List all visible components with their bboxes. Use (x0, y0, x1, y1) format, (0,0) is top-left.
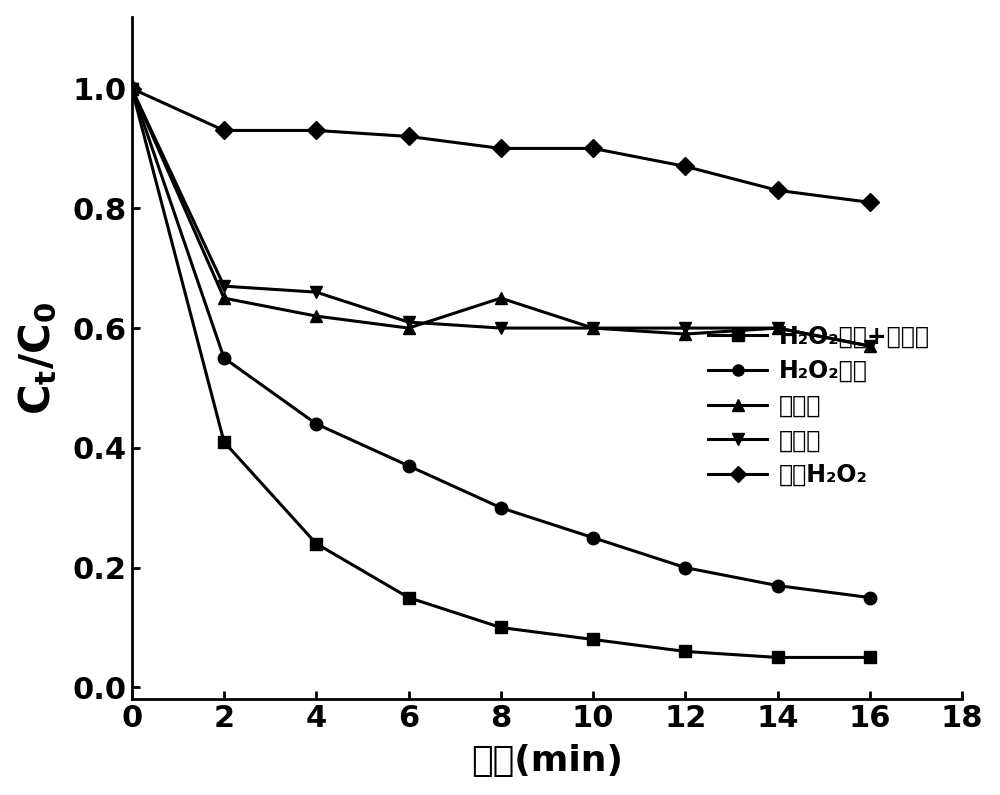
H₂O₂活化+光催化 (864, 653, 876, 662)
H₂O₂活化 (310, 419, 322, 429)
Line: 光催化: 光催化 (125, 82, 876, 352)
只加H₂O₂ (864, 197, 876, 207)
暗吸附 (679, 324, 691, 333)
H₂O₂活化+光催化 (679, 646, 691, 656)
只加H₂O₂ (772, 185, 784, 195)
H₂O₂活化+光催化 (403, 593, 415, 603)
H₂O₂活化+光催化 (310, 539, 322, 549)
暗吸附 (218, 281, 230, 291)
只加H₂O₂ (403, 132, 415, 142)
H₂O₂活化 (587, 533, 599, 542)
光催化 (218, 293, 230, 303)
光催化 (587, 324, 599, 333)
H₂O₂活化+光催化 (495, 622, 507, 632)
只加H₂O₂ (679, 161, 691, 171)
暗吸附 (864, 341, 876, 351)
H₂O₂活化 (126, 83, 138, 93)
暗吸附 (403, 317, 415, 327)
只加H₂O₂ (587, 144, 599, 153)
H₂O₂活化+光催化 (126, 83, 138, 93)
Line: H₂O₂活化: H₂O₂活化 (125, 82, 876, 604)
H₂O₂活化 (218, 353, 230, 363)
H₂O₂活化 (864, 593, 876, 603)
H₂O₂活化+光催化 (587, 634, 599, 644)
Line: 暗吸附: 暗吸附 (125, 82, 876, 352)
暗吸附 (495, 324, 507, 333)
Legend: H₂O₂活化+光催化, H₂O₂活化, 光催化, 暗吸附, 只加H₂O₂: H₂O₂活化+光催化, H₂O₂活化, 光催化, 暗吸附, 只加H₂O₂ (697, 312, 942, 498)
光催化 (679, 329, 691, 339)
H₂O₂活化 (495, 503, 507, 513)
暗吸附 (310, 287, 322, 297)
光催化 (403, 324, 415, 333)
Line: H₂O₂活化+光催化: H₂O₂活化+光催化 (125, 82, 876, 664)
暗吸附 (587, 324, 599, 333)
只加H₂O₂ (126, 83, 138, 93)
Y-axis label: $\mathbf{C_t/C_0}$: $\mathbf{C_t/C_0}$ (17, 301, 59, 414)
光催化 (126, 83, 138, 93)
H₂O₂活化 (772, 581, 784, 591)
暗吸附 (772, 324, 784, 333)
X-axis label: 时间(min): 时间(min) (471, 744, 623, 778)
H₂O₂活化+光催化 (772, 653, 784, 662)
光催化 (495, 293, 507, 303)
只加H₂O₂ (495, 144, 507, 153)
光催化 (772, 324, 784, 333)
暗吸附 (126, 83, 138, 93)
只加H₂O₂ (310, 126, 322, 135)
H₂O₂活化 (403, 461, 415, 471)
只加H₂O₂ (218, 126, 230, 135)
光催化 (864, 341, 876, 351)
光催化 (310, 312, 322, 321)
H₂O₂活化 (679, 563, 691, 572)
H₂O₂活化+光催化 (218, 437, 230, 447)
Line: 只加H₂O₂: 只加H₂O₂ (125, 82, 876, 208)
